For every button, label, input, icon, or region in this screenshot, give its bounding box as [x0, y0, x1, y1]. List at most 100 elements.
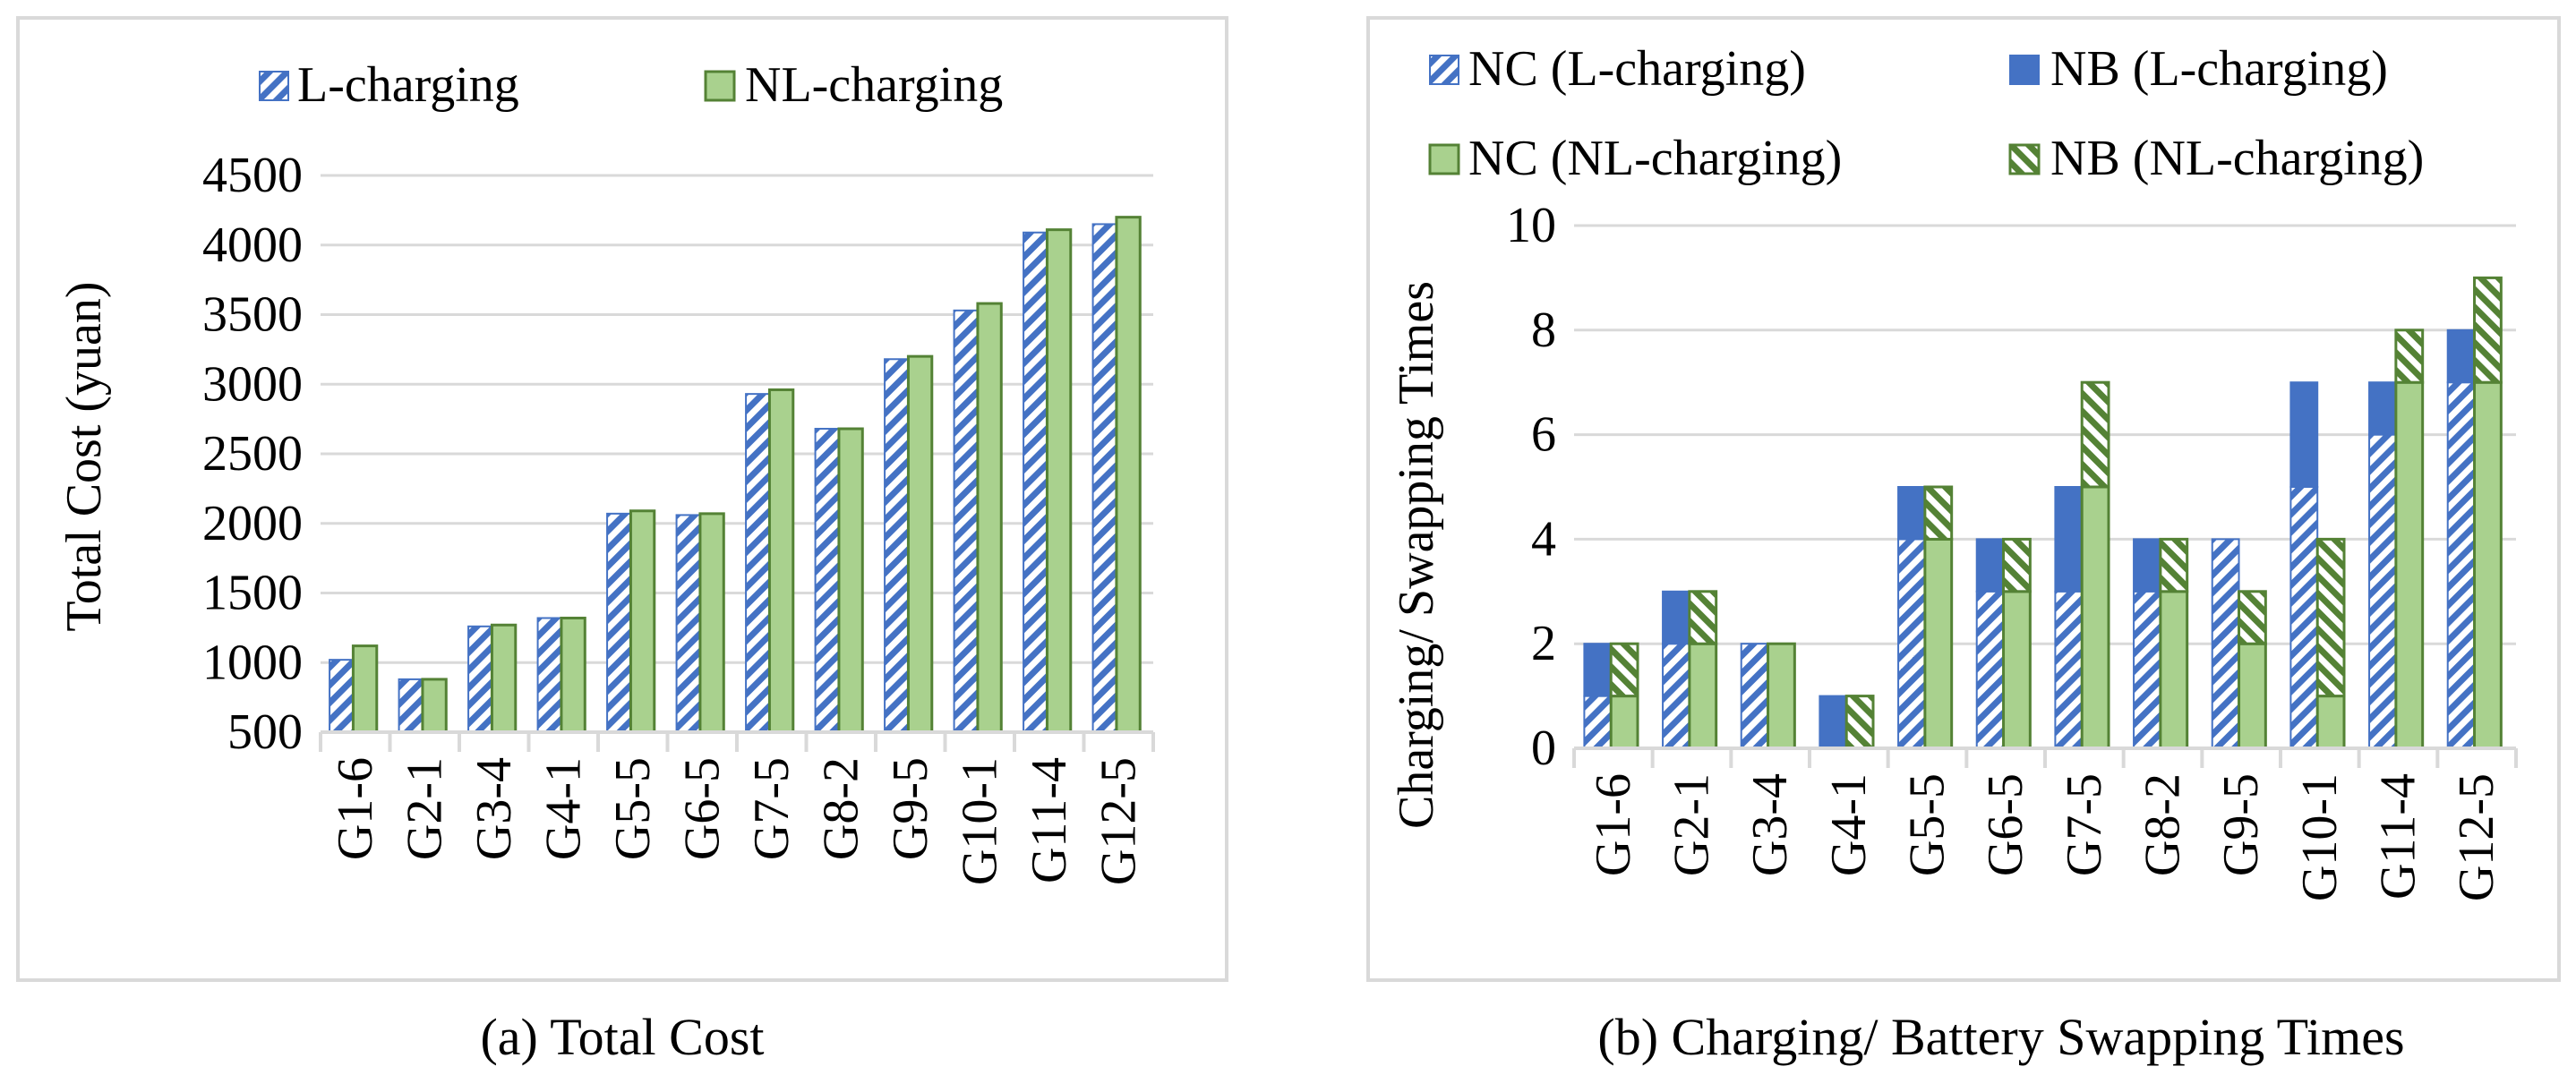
bar-nb-l-charging-g5-5	[1897, 486, 1926, 541]
bar-nb-nl-charging-g8-2	[2159, 537, 2189, 593]
bar-l-charging-g10-1	[953, 309, 979, 733]
y-tick-label: 500	[227, 704, 303, 760]
x-tick-label-g10-1: G10-1	[2292, 773, 2348, 901]
x-tick-label-g5-5: G5-5	[605, 757, 661, 860]
legend-label-nc-nl-charging: NC (NL-charging)	[1468, 131, 1842, 186]
bar-nc-l-charging-g1-6	[1583, 695, 1613, 749]
bar-nc-nl-charging-g2-1	[1688, 642, 1718, 750]
legend-item-nb-l-charging: NB (L-charging)	[2009, 41, 2388, 97]
legend-swatch-nb-nl-charging	[2008, 143, 2041, 175]
bar-nc-nl-charging-g8-2	[2159, 590, 2189, 750]
x-tick-label-g2-1: G2-1	[1665, 773, 1720, 876]
bar-nl-charging-g6-5	[698, 512, 725, 734]
y-tick-label: 2500	[202, 426, 303, 482]
legend-label-nl-charging: NL-charging	[745, 57, 1003, 113]
x-tick-label-g2-1: G2-1	[397, 757, 452, 860]
bar-nc-nl-charging-g10-1	[2315, 695, 2346, 750]
y-tick-label: 2000	[202, 496, 303, 551]
bar-nb-nl-charging-g7-5	[2080, 380, 2110, 489]
axes	[319, 730, 1155, 752]
y-axis-label: Charging/ Swapping Times	[1389, 281, 1444, 829]
bar-nc-l-charging-g11-4	[2368, 433, 2397, 749]
x-tick-label-g12-5: G12-5	[2449, 773, 2504, 901]
bar-nb-l-charging-g4-1	[1819, 695, 1848, 749]
bar-l-charging-g5-5	[606, 512, 632, 733]
y-tick-label: 3000	[202, 356, 303, 412]
x-tick-label-g8-2: G8-2	[2135, 773, 2191, 876]
legend-label-nb-l-charging: NB (L-charging)	[2050, 41, 2388, 97]
y-tick-label: 4	[1531, 511, 1556, 567]
bar-nb-l-charging-g11-4	[2368, 381, 2397, 436]
bar-nl-charging-g5-5	[629, 509, 656, 734]
bar-l-charging-g3-4	[467, 625, 493, 734]
legend-item-nc-nl-charging: NC (NL-charging)	[1428, 131, 1842, 186]
bar-nc-nl-charging-g9-5	[2238, 642, 2267, 750]
y-tick-label: 0	[1531, 721, 1556, 776]
legend-swatch-nl-charging	[704, 70, 736, 102]
y-tick-labels: 500 1000 1500 2000 2500 3000 3500 4000 4500	[202, 148, 303, 760]
bar-nc-l-charging-g3-4	[1740, 643, 1769, 750]
grid-lines	[321, 174, 1153, 664]
legend-swatch-nc-nl-charging	[1428, 143, 1460, 175]
bar-nb-l-charging-g8-2	[2133, 538, 2161, 593]
y-tick-label: 2	[1531, 616, 1556, 671]
bar-l-charging-g12-5	[1091, 223, 1117, 734]
x-tick-label-g8-2: G8-2	[813, 757, 869, 860]
bar-nc-l-charging-g6-5	[1975, 590, 2005, 749]
y-tick-label: 4500	[202, 148, 303, 203]
bar-nl-charging-g8-2	[837, 427, 864, 734]
bar-nc-l-charging-g8-2	[2133, 590, 2161, 749]
bar-nl-charging-g12-5	[1115, 216, 1142, 734]
y-tick-labels: 0 2 4 6 8 10	[1506, 198, 1556, 776]
chart-panel-charging-swapping-times: 0 2 4 6 8 10 G1-6 G2-1 G3-4 G4-1 G5-5 G6-5 G7-5 G8-2…	[1366, 16, 2561, 982]
legend-swatch-l-charging	[259, 71, 289, 101]
bar-nb-nl-charging-g1-6	[1609, 642, 1639, 698]
bar-nl-charging-g11-4	[1045, 228, 1073, 734]
x-tick-label-g6-5: G6-5	[674, 757, 730, 860]
legend-item-nc-l-charging: NC (L-charging)	[1429, 41, 1806, 97]
caption-b: (b) Charging/ Battery Swapping Times	[1597, 1008, 2404, 1066]
bar-nl-charging-g7-5	[767, 388, 795, 734]
legend: L-charging NL-charging	[259, 57, 1003, 113]
bar-l-charging-g9-5	[884, 358, 910, 733]
bar-nb-nl-charging-g10-1	[2315, 537, 2346, 698]
bar-nc-l-charging-g2-1	[1662, 643, 1690, 750]
y-tick-label: 3500	[202, 287, 303, 343]
x-tick-label-g9-5: G9-5	[883, 757, 938, 860]
caption-a: (a) Total Cost	[480, 1008, 764, 1066]
legend-swatch-nb-l-charging	[2009, 55, 2040, 85]
x-tick-label-g4-1: G4-1	[1821, 773, 1877, 876]
bar-l-charging-g6-5	[675, 514, 701, 733]
grid-lines	[1574, 224, 2516, 645]
bar-l-charging-g1-6	[329, 659, 355, 734]
x-tick-label-g5-5: G5-5	[1900, 773, 1956, 876]
x-tick-label-g11-4: G11-4	[1022, 757, 1077, 883]
legend-item-nb-nl-charging: NB (NL-charging)	[2008, 131, 2424, 186]
bar-nc-l-charging-g5-5	[1897, 538, 1926, 750]
bar-nb-nl-charging-g5-5	[1923, 485, 1954, 541]
bar-nl-charging-g10-1	[976, 302, 1003, 734]
bar-nc-nl-charging-g1-6	[1609, 695, 1639, 750]
x-tick-label-g10-1: G10-1	[952, 757, 1007, 885]
bars	[1583, 276, 2503, 750]
y-tick-label: 10	[1506, 198, 1556, 253]
bar-nc-l-charging-g12-5	[2446, 381, 2476, 749]
bar-nc-nl-charging-g5-5	[1923, 537, 1954, 750]
bar-nb-nl-charging-g2-1	[1688, 590, 1718, 645]
bar-nl-charging-g3-4	[490, 623, 518, 734]
bar-nl-charging-g9-5	[906, 354, 934, 734]
y-tick-label: 4000	[202, 218, 303, 273]
y-tick-label: 1500	[202, 566, 303, 621]
x-tick-label-g11-4: G11-4	[2371, 773, 2426, 900]
bar-nb-l-charging-g7-5	[2054, 486, 2084, 593]
chart-panel-total-cost: 500 1000 1500 2000 2500 3000 3500 4000 4500 G1-6…	[16, 16, 1228, 982]
legend-item-l-charging: L-charging	[259, 57, 519, 113]
x-tick-label-g12-5: G12-5	[1091, 757, 1146, 885]
x-tick-label-g7-5: G7-5	[2057, 773, 2112, 876]
bar-nc-l-charging-g10-1	[2289, 486, 2319, 749]
axes	[1572, 747, 2518, 768]
y-tick-label: 1000	[202, 635, 303, 690]
bars	[329, 216, 1142, 734]
x-tick-label-g3-4: G3-4	[1742, 773, 1798, 876]
bar-nb-l-charging-g6-5	[1975, 538, 2005, 593]
